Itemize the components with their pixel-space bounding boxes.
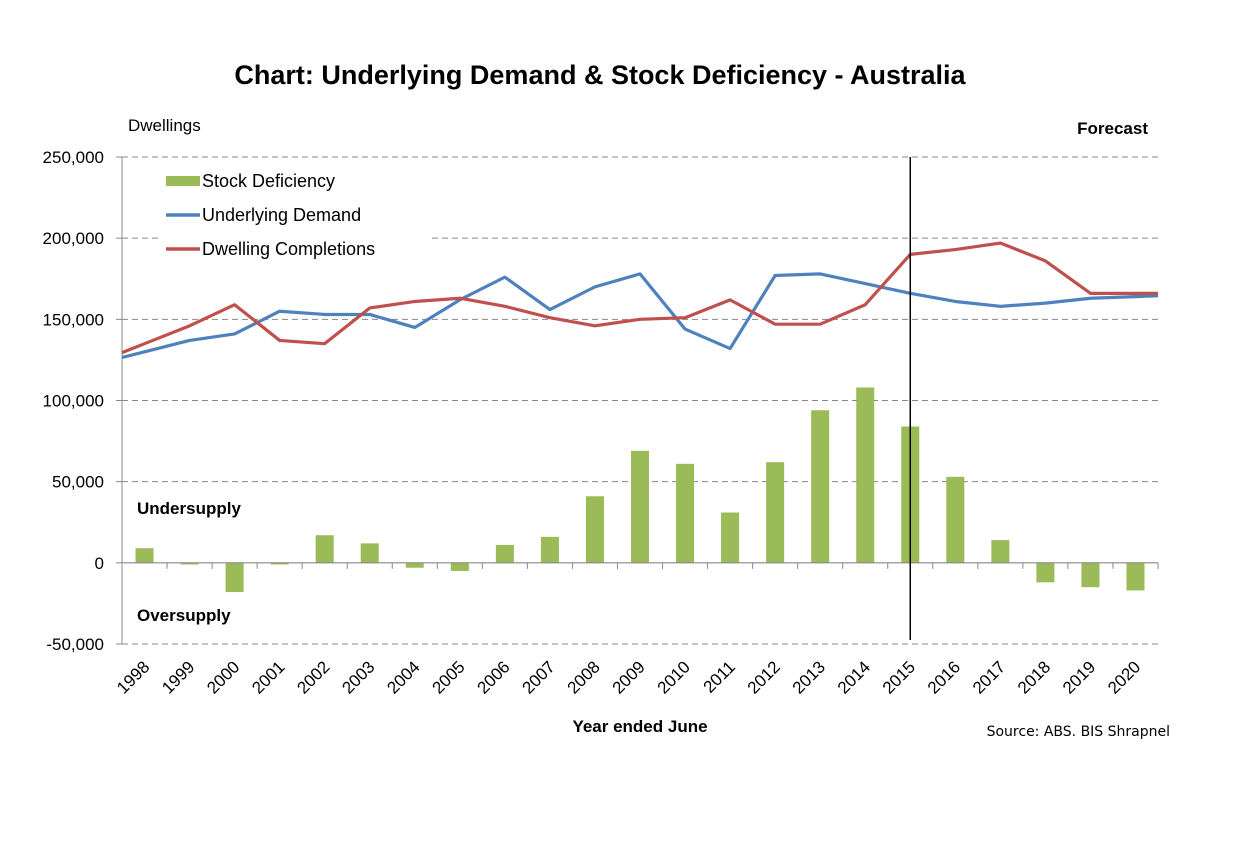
y-tick-label: -50,000	[46, 635, 104, 654]
x-tick-label: 2007	[519, 657, 559, 697]
x-axis-label: Year ended June	[572, 717, 707, 736]
bars-stock-deficiency	[135, 387, 1145, 593]
y-tick-label: 0	[95, 554, 104, 573]
legend-swatch-bar	[166, 176, 200, 186]
y-tick-label: 150,000	[43, 310, 104, 329]
bar-2010	[676, 463, 695, 563]
y-tick-label: 50,000	[52, 473, 104, 492]
bar-2016	[946, 476, 965, 563]
source-note: Source: ABS. BIS Shrapnel	[987, 724, 1170, 740]
bar-2013	[811, 410, 830, 563]
x-tick-label: 2003	[338, 657, 378, 697]
bar-2002	[315, 535, 334, 563]
x-tick-label: 2017	[969, 657, 1009, 697]
bar-2001	[270, 562, 289, 565]
x-tick-label: 2013	[789, 657, 829, 697]
forecast-label: Forecast	[1077, 119, 1148, 138]
x-tick-label: 2009	[609, 657, 649, 697]
axes	[121, 157, 1159, 644]
legend-label: Underlying Demand	[202, 205, 361, 225]
legend-background	[160, 168, 432, 268]
bar-2018	[1036, 562, 1055, 583]
bar-2008	[585, 496, 604, 563]
y-axis-ticks: 250,000 200,000 150,000 100,000 50,000 0 -50,0…	[43, 148, 122, 654]
bar-2005	[450, 562, 469, 571]
bar-2006	[495, 544, 514, 563]
annotation-oversupply: Oversupply	[137, 606, 231, 625]
bar-1998	[135, 548, 154, 563]
x-tick-label: 2006	[474, 657, 514, 697]
bar-1999	[180, 562, 199, 565]
x-tick-label: 2018	[1014, 657, 1054, 697]
bar-2000	[225, 562, 244, 593]
x-tick-label: 2010	[654, 657, 694, 697]
legend-label: Dwelling Completions	[202, 239, 375, 259]
x-tick-label: 1998	[113, 657, 153, 697]
x-tick-label: 2001	[248, 657, 288, 697]
bar-2014	[856, 387, 875, 563]
bar-2019	[1081, 562, 1100, 588]
bar-2012	[766, 462, 785, 563]
bar-2020	[1126, 562, 1145, 591]
x-tick-label: 2020	[1104, 657, 1144, 697]
annotation-undersupply: Undersupply	[137, 499, 241, 518]
x-tick-label: 2005	[428, 657, 468, 697]
x-tick-label: 1999	[158, 657, 198, 697]
bar-2004	[405, 562, 424, 568]
x-tick-label: 2012	[744, 657, 784, 697]
series-lines	[121, 241, 1159, 360]
bar-2017	[991, 540, 1010, 563]
y-tick-label: 250,000	[43, 148, 104, 167]
x-tick-label: 2002	[293, 657, 333, 697]
x-tick-label: 2011	[700, 657, 739, 696]
y-tick-label: 100,000	[43, 392, 104, 411]
line-underlying-demand	[121, 272, 1159, 360]
bar-2007	[540, 536, 559, 563]
x-tick-label: 2008	[564, 657, 604, 697]
bar-2011	[721, 512, 740, 563]
x-tick-label: 2015	[879, 657, 919, 697]
bar-2003	[360, 543, 379, 563]
x-tick-label: 2016	[924, 657, 964, 697]
legend: Stock Deficiency Underlying Demand Dwellin…	[166, 171, 375, 259]
legend-label: Stock Deficiency	[202, 171, 335, 191]
x-tick-label: 2014	[834, 657, 874, 697]
x-tick-label: 2004	[383, 657, 423, 697]
chart-title: Chart: Underlying Demand & Stock Deficie…	[234, 60, 966, 90]
x-tick-label: 2019	[1059, 657, 1099, 697]
y-axis-label: Dwellings	[128, 116, 201, 135]
y-tick-label: 200,000	[43, 229, 104, 248]
x-axis-ticks: 1998 1999 2000 2001 2002 2003 2004 2005 2006 2007…	[113, 657, 1144, 697]
bar-2009	[630, 450, 650, 563]
x-tick-label: 2000	[203, 657, 243, 697]
